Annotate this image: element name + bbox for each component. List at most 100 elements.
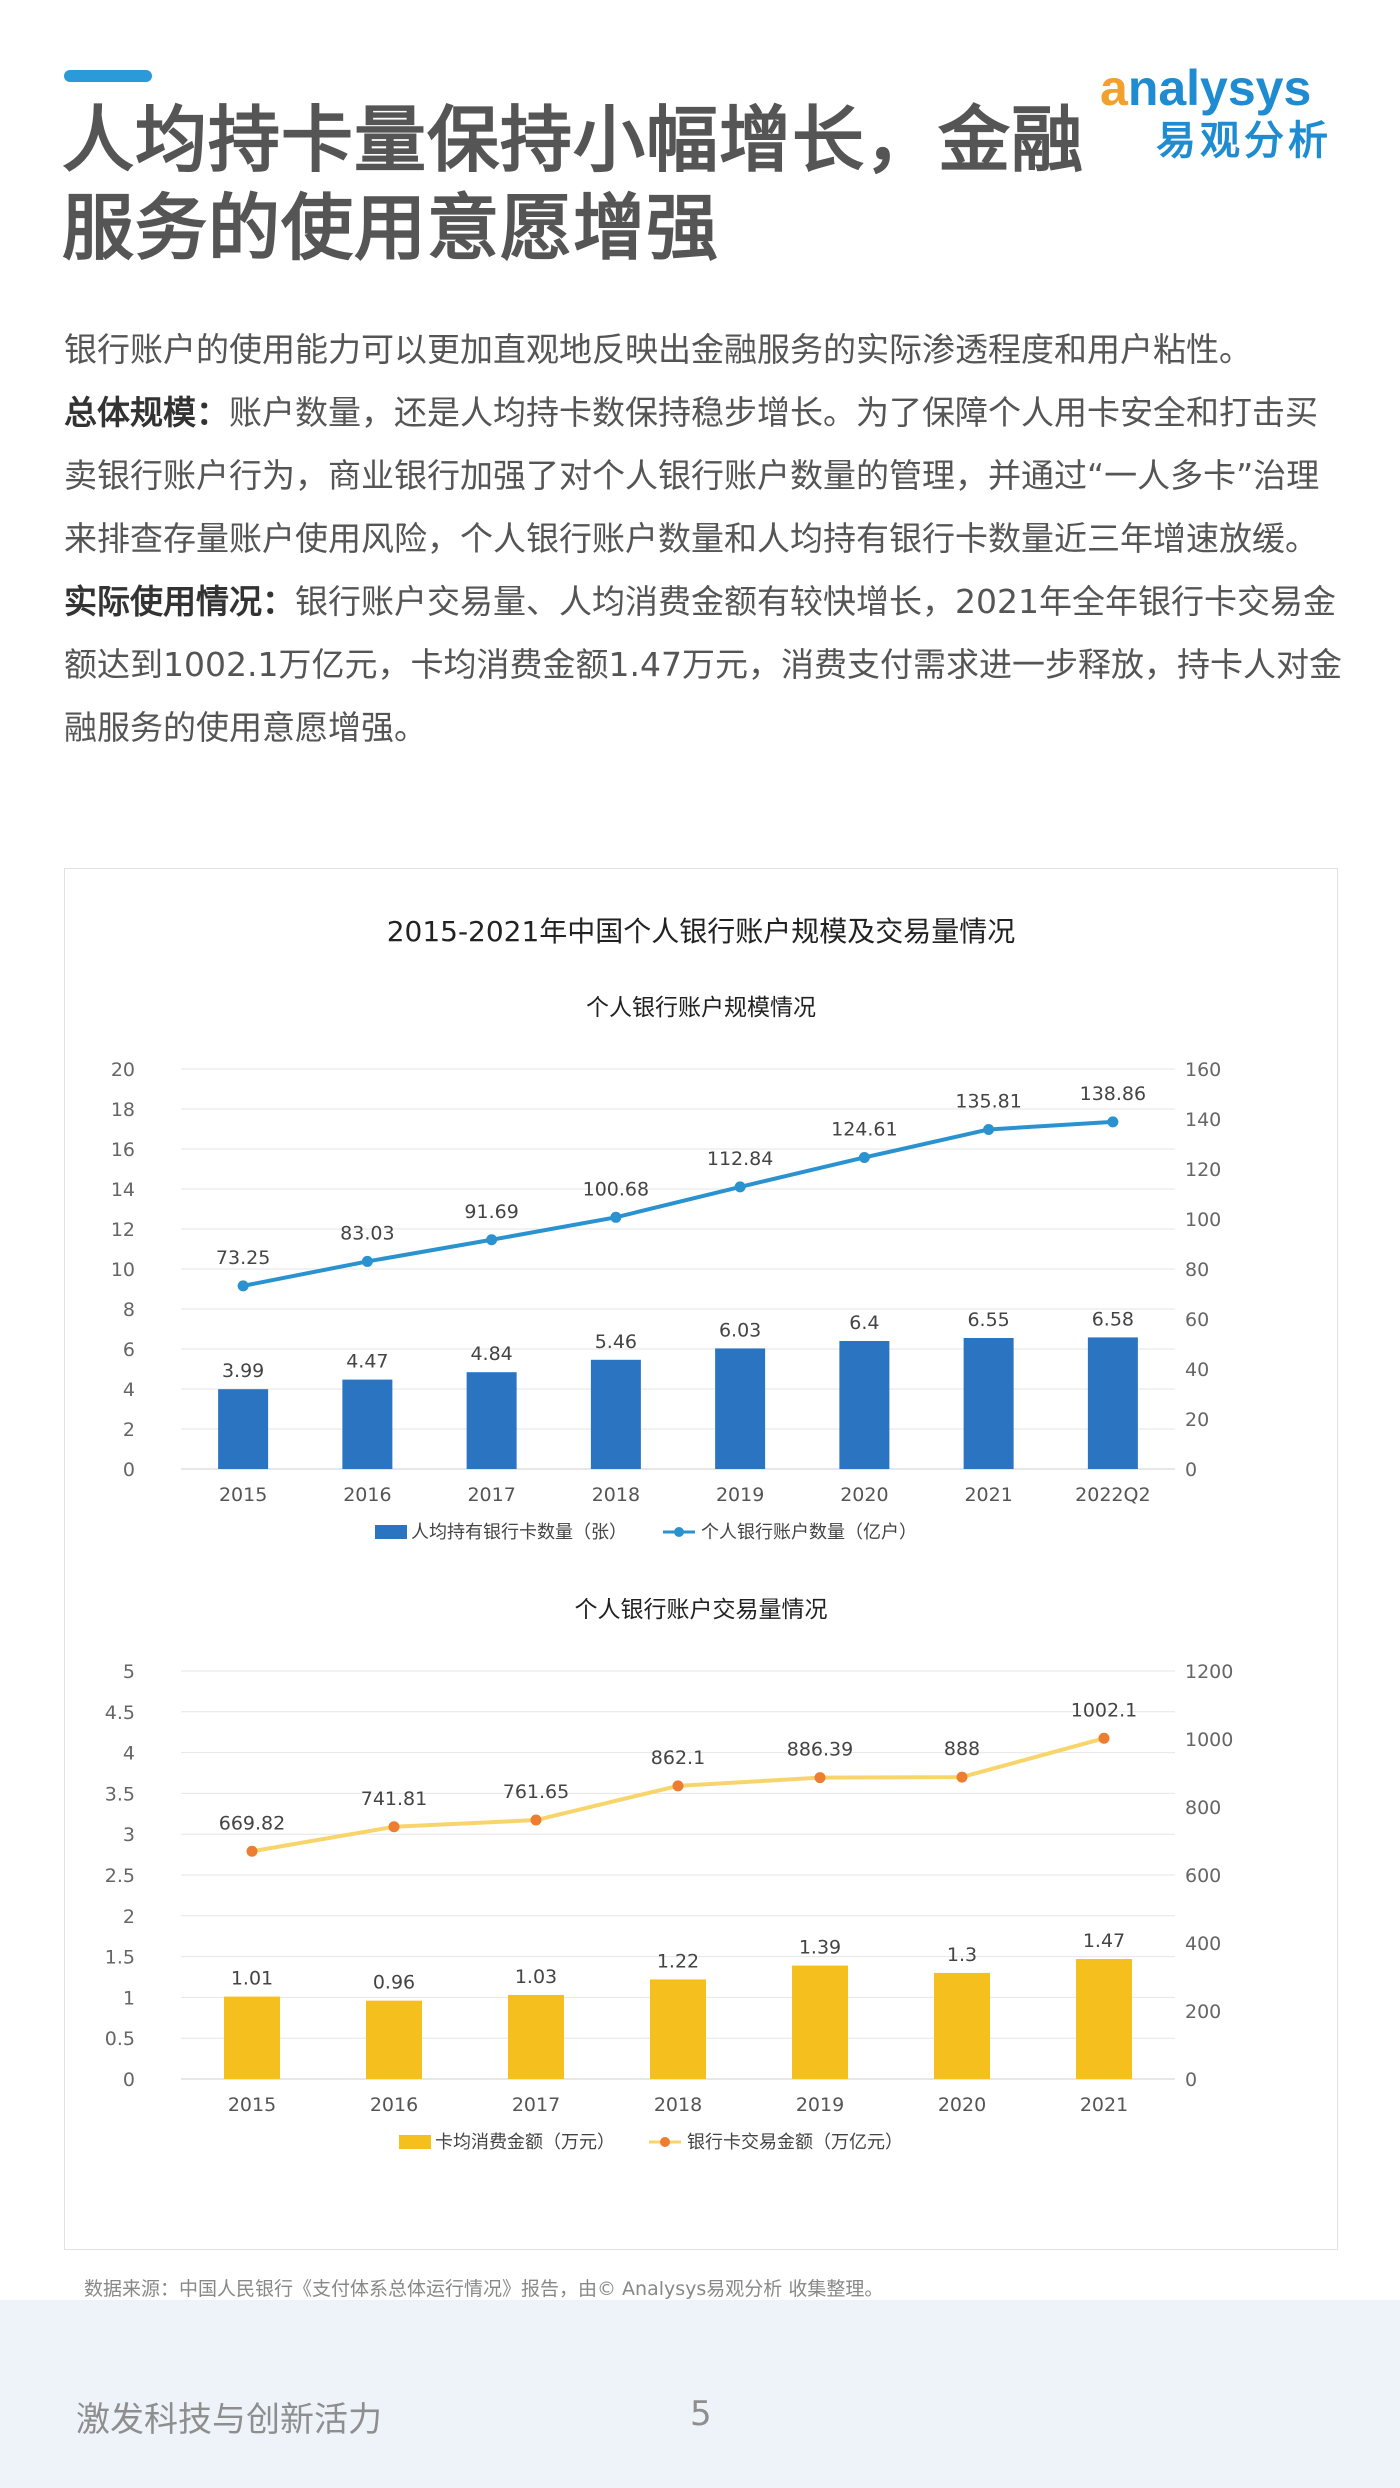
bar — [366, 2000, 422, 2079]
line-point — [734, 1181, 746, 1193]
intro-paragraph-2: 总体规模：账户数量，还是人均持卡数保持稳步增长。为了保障个人用卡安全和打击买卖银… — [64, 381, 1344, 570]
chart-subtitle: 个人银行账户规模情况 — [586, 995, 816, 1021]
y-right-tick-label: 200 — [1185, 2001, 1221, 2023]
y-left-tick-label: 2 — [123, 1419, 135, 1441]
logo-letters: nalysys — [1127, 60, 1312, 116]
legend-bar-label: 卡均消费金额（万元） — [435, 2132, 615, 2153]
line-point — [361, 1255, 373, 1267]
line-value-label: 761.65 — [503, 1781, 569, 1803]
y-left-tick-label: 3.5 — [105, 1783, 135, 1805]
bar — [1087, 1337, 1138, 1469]
line-value-label: 91.69 — [464, 1201, 518, 1223]
line-point — [858, 1151, 870, 1163]
overall-scale-text: 账户数量，还是人均持卡数保持稳步增长。为了保障个人用卡安全和打击买卖银行账户行为… — [64, 393, 1320, 558]
line-point — [956, 1771, 968, 1783]
x-tick-label: 2015 — [219, 1484, 267, 1506]
footer-band — [0, 2300, 1400, 2488]
actual-usage-label: 实际使用情况： — [64, 582, 295, 621]
x-tick-label: 2016 — [370, 2094, 418, 2116]
x-tick-label: 2019 — [796, 2094, 844, 2116]
logo-chinese-name: 易观分析 — [1156, 118, 1332, 164]
y-right-tick-label: 20 — [1185, 1409, 1209, 1431]
bar — [715, 1348, 766, 1469]
bar-value-label: 6.03 — [719, 1319, 761, 1341]
x-tick-label: 2022Q2 — [1075, 1484, 1150, 1506]
page-number: 5 — [690, 2394, 712, 2434]
x-tick-label: 2019 — [716, 1484, 764, 1506]
line-value-label: 138.86 — [1080, 1083, 1146, 1105]
y-left-tick-label: 1 — [123, 1987, 135, 2009]
y-left-tick-label: 8 — [123, 1299, 135, 1321]
y-right-tick-label: 1000 — [1185, 1729, 1233, 1751]
x-tick-label: 2021 — [1080, 2094, 1128, 2116]
legend-line-label: 银行卡交易金额（万亿元） — [687, 2132, 903, 2153]
bar — [218, 1389, 269, 1469]
bar-value-label: 6.55 — [967, 1309, 1009, 1331]
y-left-tick-label: 4.5 — [105, 1702, 135, 1724]
y-left-tick-label: 2 — [123, 1906, 135, 1928]
line-value-label: 135.81 — [955, 1090, 1021, 1112]
line-value-label: 73.25 — [216, 1247, 270, 1269]
bar-value-label: 0.96 — [373, 1972, 415, 1994]
legend-line-label: 个人银行账户数量（亿户） — [701, 1522, 917, 1543]
line-point — [983, 1123, 995, 1135]
x-tick-label: 2020 — [840, 1484, 888, 1506]
line-value-label: 886.39 — [787, 1739, 853, 1761]
y-left-tick-label: 14 — [111, 1179, 135, 1201]
y-right-tick-label: 80 — [1185, 1259, 1209, 1281]
bar-value-label: 3.99 — [222, 1360, 264, 1382]
line-value-label: 1002.1 — [1071, 1699, 1137, 1721]
legend-bar-swatch — [375, 1525, 407, 1539]
line-value-label: 741.81 — [361, 1788, 427, 1810]
y-right-tick-label: 600 — [1185, 1865, 1221, 1887]
y-right-tick-label: 140 — [1185, 1109, 1221, 1131]
intro-text: 银行账户的使用能力可以更加直观地反映出金融服务的实际渗透程度和用户粘性。 总体规… — [64, 318, 1344, 759]
analysys-logo: analysys 易观分析 — [1100, 60, 1340, 180]
chart-subtitle: 个人银行账户交易量情况 — [575, 1597, 828, 1623]
y-left-tick-label: 3 — [123, 1824, 135, 1846]
y-right-tick-label: 120 — [1185, 1159, 1221, 1181]
page-title-line-2: 服务的使用意愿增强 — [62, 186, 720, 270]
y-left-tick-label: 0 — [123, 1459, 135, 1481]
x-tick-label: 2017 — [467, 1484, 515, 1506]
bar-value-label: 1.47 — [1083, 1930, 1125, 1952]
bar-value-label: 1.03 — [515, 1966, 557, 1988]
y-right-tick-label: 60 — [1185, 1309, 1209, 1331]
y-left-tick-label: 12 — [111, 1219, 135, 1241]
bar — [466, 1372, 517, 1469]
line-point — [814, 1772, 826, 1784]
y-right-tick-label: 0 — [1185, 1459, 1197, 1481]
bar — [839, 1341, 890, 1469]
y-left-tick-label: 0 — [123, 2069, 135, 2091]
line-value-label: 888 — [944, 1738, 980, 1760]
x-tick-label: 2020 — [938, 2094, 986, 2116]
y-right-tick-label: 800 — [1185, 1797, 1221, 1819]
y-left-tick-label: 4 — [123, 1379, 135, 1401]
bar-value-label: 4.84 — [470, 1343, 512, 1365]
x-tick-label: 2016 — [343, 1484, 391, 1506]
x-tick-label: 2017 — [512, 2094, 560, 2116]
x-tick-label: 2021 — [964, 1484, 1012, 1506]
y-left-tick-label: 4 — [123, 1743, 135, 1765]
bar-value-label: 1.3 — [947, 1944, 977, 1966]
line-series — [242, 1119, 1113, 1288]
y-left-tick-label: 1.5 — [105, 1947, 135, 1969]
bar-value-label: 1.01 — [231, 1968, 273, 1990]
line-point — [486, 1234, 498, 1246]
line-value-label: 124.61 — [831, 1118, 897, 1140]
page-title-line-1: 人均持卡量保持小幅增长，金融 — [62, 98, 1085, 182]
line-value-label: 669.82 — [219, 1812, 285, 1834]
bar-value-label: 4.47 — [346, 1351, 388, 1373]
bar-value-label: 6.58 — [1092, 1308, 1134, 1330]
footer-slogan: 激发科技与创新活力 — [76, 2400, 382, 2440]
page-title: 人均持卡量保持小幅增长，金融 服务的使用意愿增强 — [62, 96, 1102, 272]
bar — [342, 1379, 393, 1469]
y-right-tick-label: 100 — [1185, 1209, 1221, 1231]
line-value-label: 100.68 — [583, 1178, 649, 1200]
line-value-label: 862.1 — [651, 1747, 705, 1769]
y-right-tick-label: 1200 — [1185, 1661, 1233, 1683]
overall-scale-label: 总体规模： — [64, 393, 229, 432]
line-point — [610, 1211, 622, 1223]
y-left-tick-label: 20 — [111, 1059, 135, 1081]
bar — [508, 1994, 564, 2079]
